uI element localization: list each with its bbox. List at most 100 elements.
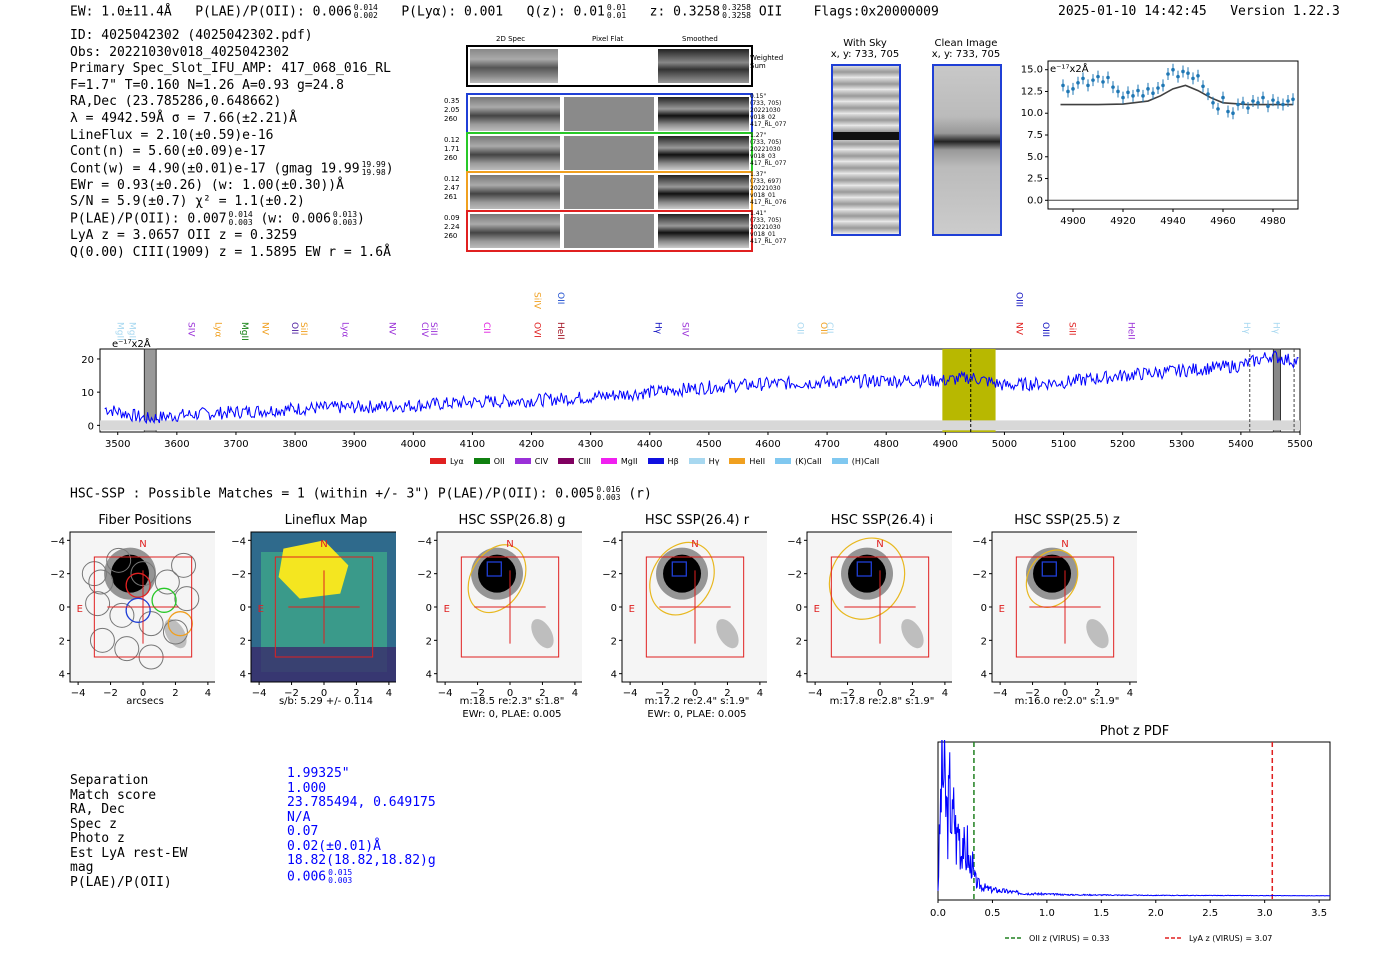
legend-label: Hβ	[667, 456, 679, 466]
legend-item: Lyα	[430, 457, 464, 466]
zoom-data-point	[1161, 83, 1165, 88]
zoom-data-point	[1196, 74, 1200, 78]
hsc-panel-title: Lineflux Map	[284, 513, 368, 528]
col-smoothed: Smoothed	[682, 35, 718, 43]
zoom-data-point	[1146, 87, 1150, 91]
cutout-note: 20221030	[750, 146, 781, 153]
spectrum-line-label: Lyα	[339, 322, 349, 338]
spectrum-line-label: MgII	[239, 322, 249, 341]
legend-label: Hγ	[708, 456, 720, 466]
spectrum-line-label: Lyα	[212, 322, 222, 338]
cutout-stat: 260	[444, 115, 458, 123]
cutout-row-notes: 1.41" (733, 705) 20221030 v018_01 417_RL_077	[750, 210, 796, 245]
source-tail	[1086, 619, 1109, 649]
zoom-data-point	[1271, 98, 1275, 102]
header-z: z: 0.3258	[649, 4, 721, 20]
hsc-xtick-label: 4	[942, 688, 948, 699]
info-primary: Primary Spec_Slot_IFU_AMP: 417_068_016_R…	[70, 61, 391, 77]
legend-item: CIII	[558, 457, 591, 466]
spectrum-line-label: NV	[260, 322, 270, 336]
cutout-note: (733, 705)	[750, 139, 782, 146]
fiber-circle	[171, 552, 197, 578]
cutout-note: v018_03	[750, 153, 776, 160]
fiber-circle	[106, 547, 132, 573]
photz-frame	[937, 741, 1331, 901]
hsc-xtick-label: 4	[386, 688, 392, 699]
spectrum-xtick-label: 5100	[1051, 439, 1076, 450]
spectrum-line-label: MgII	[115, 322, 125, 341]
legend-swatch	[729, 458, 746, 464]
clean-image	[932, 64, 1002, 236]
photz-pdf-plot: 0.0 0.5 1.0 1.5 2.0 2.5 3.0 3.5 OII z (VIRUS) =…	[930, 740, 1331, 943]
east-label: E	[77, 604, 83, 615]
pdf-legend-label: LyA z (VIRUS) = 3.07	[1189, 934, 1272, 943]
weighted-sum-row	[466, 45, 753, 87]
hsc-xtick-label: −2	[655, 688, 670, 699]
hsc-panel-title: HSC SSP(25.5) z	[1014, 513, 1120, 528]
pdf-xtick-label: 1.0	[1039, 908, 1055, 919]
legend-label: CIII	[578, 456, 591, 466]
header-bar: EW: 1.0±11.4Å P(LAE)/P(OII): 0.006 0.014 0…	[70, 4, 939, 20]
info-ciii: Q(0.00) CIII(1909) z = 1.5895 EW r = 1.6…	[70, 244, 391, 260]
info-lambda: λ = 4942.59Å σ = 7.66(±2.21)Å	[70, 110, 297, 126]
hsc-xtick-label: −4	[623, 688, 638, 699]
cutout-note: v018_02	[750, 114, 776, 121]
east-label: E	[629, 604, 635, 615]
hsc-ytick-label: 4	[240, 670, 246, 681]
hsc-panel-caption-2: EWr: 0, PLAE: 0.005	[647, 709, 747, 720]
zoom-data-point	[1141, 94, 1145, 98]
hsc-ytick-label: 4	[611, 670, 617, 681]
hsc-panel: N E −4 4 −2 2 0 0 2 −2 4 −4	[417, 531, 582, 699]
spectrum-xtick-label: 4200	[519, 439, 544, 450]
weighted-smooth-image	[658, 49, 749, 83]
legend-swatch	[558, 458, 575, 464]
cutout-row	[466, 210, 753, 252]
cutout-row-notes: 0.15" (733, 705) 20221030 v018_02 417_RL_077	[750, 93, 796, 128]
cutout-row-notes: 1.27" (733, 705) 20221030 v018_03 417_RL_077	[750, 132, 796, 167]
info-contn: Cont(n) = 5.60(±0.09)e-17	[70, 144, 266, 160]
hsc-panel-title: HSC SSP(26.4) r	[644, 513, 750, 528]
spectrum-line	[104, 350, 1299, 425]
fiber-circle	[89, 627, 115, 653]
cutout-note: 20221030	[750, 107, 781, 114]
pdf-xtick-label: 2.5	[1202, 908, 1218, 919]
hsc-ytick-label: −2	[50, 570, 65, 581]
hsc-xtick-label: 4	[1127, 688, 1133, 699]
zoom-data-point	[1061, 83, 1065, 88]
frac-hi: 0.015	[328, 867, 353, 877]
match-value: 0.006 0.015 0.003	[287, 867, 353, 885]
info-params: F=1.7" T=0.160 N=1.26 A=0.93 g=24.8	[70, 77, 344, 93]
hsc-ytick-label: 0	[981, 603, 987, 614]
with-sky-image	[831, 64, 901, 236]
spectrum-xtick-label: 4800	[873, 439, 898, 450]
cutout-row-stats: 0.12 1.71 260	[444, 136, 464, 163]
spectrum-line-label: OII	[818, 322, 828, 334]
cutout-stat: 0.12	[444, 175, 460, 183]
spectrum-units: e⁻¹⁷x2Å	[112, 337, 151, 350]
spectrum-xtick-label: 5400	[1228, 439, 1253, 450]
spectrum-xtick-label: 4100	[460, 439, 485, 450]
zoom-data-point	[1101, 80, 1105, 84]
cutout-flat-image	[564, 175, 654, 209]
hsc-xtick-label: 2	[909, 688, 915, 699]
zoom-data-point	[1086, 83, 1090, 88]
spectrum-xtick-label: 3800	[282, 439, 307, 450]
weighted-sum-label: Weighted Sum	[750, 54, 784, 70]
spectrum-line-label: OVI	[531, 322, 541, 338]
spectrum-line-label: SiII	[1066, 322, 1076, 336]
fiber-circle	[114, 636, 140, 662]
hsc-ytick-label: −2	[787, 570, 802, 581]
source-box	[671, 561, 687, 577]
zoom-data-point	[1206, 92, 1210, 96]
hsc-xtick-label: 4	[572, 688, 578, 699]
line-zoom-plot: e⁻¹⁷x2Å 0.0 2.5 5.0 7.5 10.0 12.5 15.0 4900 492…	[1021, 60, 1299, 227]
zoom-data-point	[1286, 99, 1290, 103]
hsc-panel: N E −4 4 −2 2 0 0 2 −2 4 −4	[50, 531, 215, 699]
spectrum-xtick-label: 4900	[933, 439, 958, 450]
hsc-xtick-label: 0	[321, 688, 327, 699]
legend-swatch	[430, 458, 446, 464]
zoom-ytick-label: 5.0	[1027, 152, 1043, 163]
fiber-highlight	[151, 587, 177, 613]
hsc-panel-caption-2: EWr: 0, PLAE: 0.005	[462, 709, 562, 720]
match-plae-frac: 0.015 0.003	[328, 867, 353, 885]
